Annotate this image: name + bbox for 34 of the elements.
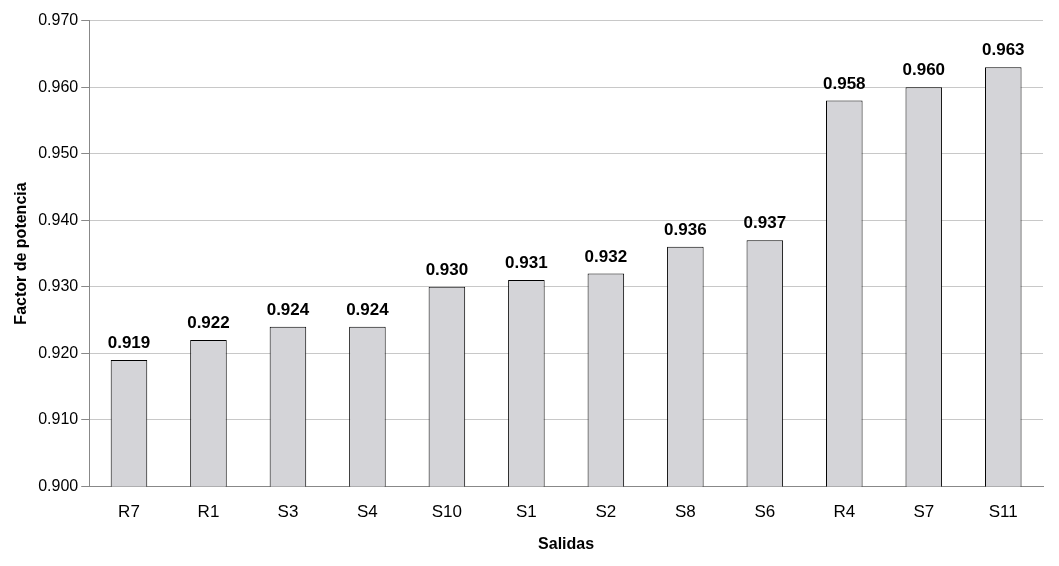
- x-tick-label: R7: [118, 502, 140, 522]
- data-label: 0.936: [664, 220, 707, 240]
- y-tick-label: 0.940: [38, 210, 79, 228]
- y-tick-label: 0.900: [38, 476, 79, 494]
- x-tick-label: S7: [913, 502, 935, 522]
- x-tick-label: S4: [357, 502, 378, 522]
- x-tick-label: S11: [988, 502, 1018, 522]
- data-label: 0.930: [425, 259, 469, 279]
- x-tick-label: S1: [515, 502, 537, 522]
- x-tick-label: S10: [431, 502, 463, 522]
- data-label: 0.958: [823, 73, 866, 93]
- data-label: 0.922: [187, 313, 230, 333]
- data-label: 0.963: [981, 40, 1025, 60]
- data-label: 0.932: [584, 246, 628, 266]
- y-tick-label: 0.970: [38, 11, 79, 29]
- data-label: 0.937: [743, 213, 787, 233]
- x-tick-label: S2: [595, 502, 617, 522]
- y-tick-label: 0.950: [38, 144, 79, 162]
- y-axis-title: Factor de potencia: [12, 182, 30, 325]
- x-tick-label: S6: [754, 502, 776, 522]
- data-label: 0.919: [107, 333, 151, 353]
- data-label: 0.924: [266, 299, 310, 319]
- y-tick-label: 0.960: [38, 77, 79, 95]
- x-tick-label: S8: [674, 502, 696, 522]
- y-tick-label: 0.920: [38, 343, 79, 361]
- y-tick-label: 0.910: [38, 410, 79, 428]
- x-tick-label: R1: [197, 502, 220, 522]
- data-label: 0.924: [346, 299, 390, 319]
- x-tick-label: R4: [833, 502, 856, 522]
- data-label: 0.960: [902, 60, 946, 80]
- x-axis-title: Salidas: [538, 534, 595, 552]
- x-tick-label: S3: [277, 502, 299, 522]
- data-label: 0.931: [505, 253, 548, 273]
- y-tick-label: 0.930: [38, 277, 79, 295]
